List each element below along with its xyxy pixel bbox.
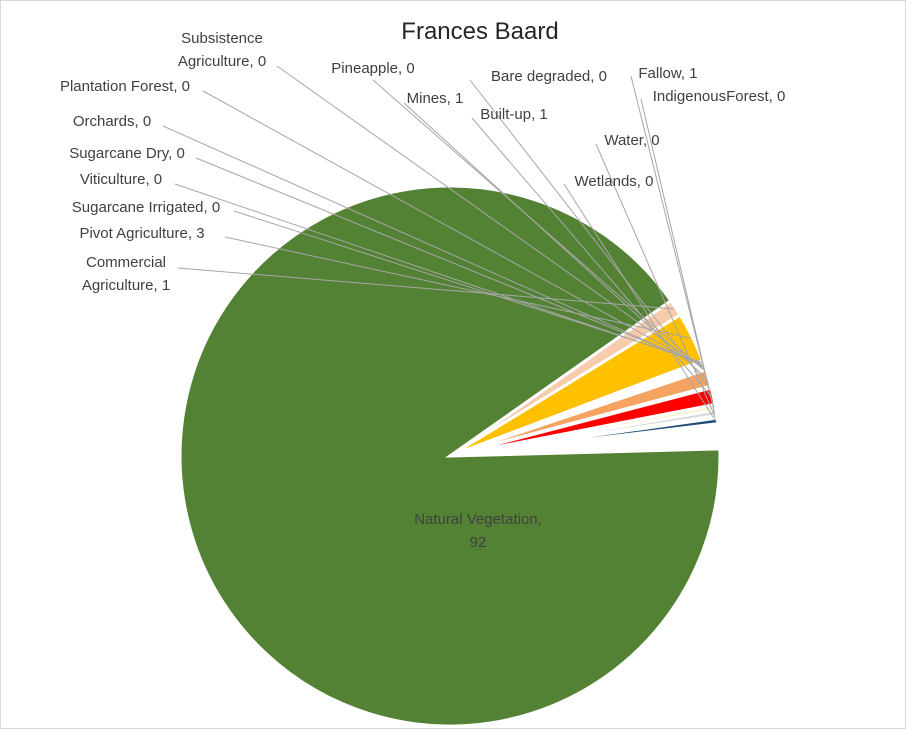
data-label: IndigenousForest, 0	[653, 88, 786, 105]
pie-slice-wetlands	[449, 416, 720, 458]
leader-line	[471, 117, 712, 397]
data-label: Plantation Forest, 0	[60, 78, 190, 95]
leader-line	[177, 267, 675, 310]
leader-line	[195, 157, 703, 366]
data-label: Viticulture, 0	[80, 171, 162, 188]
data-label: Sugarcane Irrigated, 0	[72, 199, 220, 216]
data-label: Water, 0	[604, 132, 659, 149]
leader-line	[640, 98, 716, 414]
chart-title: Frances Baard	[401, 18, 558, 45]
leader-line	[595, 143, 716, 418]
data-label: Built-up, 1	[480, 106, 548, 123]
leader-line	[202, 90, 704, 368]
data-label: Mines, 1	[407, 90, 464, 107]
leader-line	[174, 183, 702, 364]
data-label: Pineapple, 0	[331, 60, 414, 77]
leader-line	[224, 236, 691, 339]
leader-line	[563, 183, 717, 422]
data-label: Bare degraded, 0	[491, 68, 607, 85]
leader-line	[469, 79, 710, 388]
data-label: Wetlands, 0	[575, 173, 654, 190]
data-label: Commercial Agriculture, 1	[82, 254, 170, 294]
leader-line	[276, 65, 704, 369]
data-label: Fallow, 1	[638, 65, 697, 82]
data-label: Pivot Agriculture, 3	[79, 225, 204, 242]
data-label: Natural Vegetation, 92	[414, 511, 542, 551]
data-label: Orchards, 0	[73, 113, 151, 130]
leader-line	[162, 125, 703, 367]
data-label: Subsistence Agriculture, 0	[178, 30, 266, 70]
data-label: Sugarcane Dry, 0	[69, 145, 185, 162]
